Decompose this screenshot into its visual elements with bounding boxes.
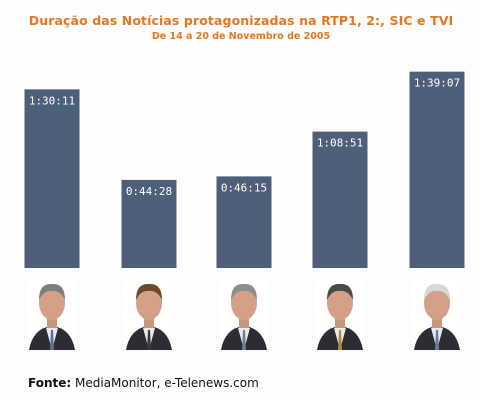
- source-note: Fonte: MediaMonitor, e-Telenews.com: [28, 376, 259, 390]
- bar-2: [121, 179, 177, 268]
- bar-4: [312, 131, 368, 268]
- bar-value-label-2: 0:44:28: [126, 185, 172, 198]
- bar-value-label-3: 0:46:15: [221, 181, 267, 194]
- source-prefix: Fonte:: [28, 376, 72, 390]
- bar-value-label-4: 1:08:51: [317, 137, 363, 150]
- bar-value-label-1: 1:30:11: [29, 94, 75, 107]
- bar-3: [216, 176, 272, 268]
- candidate-portrait-4: [315, 278, 365, 350]
- bar-value-label-5: 1:39:07: [414, 77, 460, 90]
- source-text: MediaMonitor, e-Telenews.com: [75, 376, 259, 390]
- bar-5: [409, 71, 465, 268]
- chart-title: Duração das Notícias protagonizadas na R…: [28, 13, 454, 28]
- candidate-portrait-2: [124, 278, 174, 350]
- candidate-portrait-1: [27, 278, 77, 350]
- bar-1: [24, 89, 80, 269]
- candidate-portrait-3: [219, 278, 269, 350]
- chart-subtitle: De 14 a 20 de Novembro de 2005: [151, 31, 331, 42]
- candidate-portrait-5: [412, 278, 462, 350]
